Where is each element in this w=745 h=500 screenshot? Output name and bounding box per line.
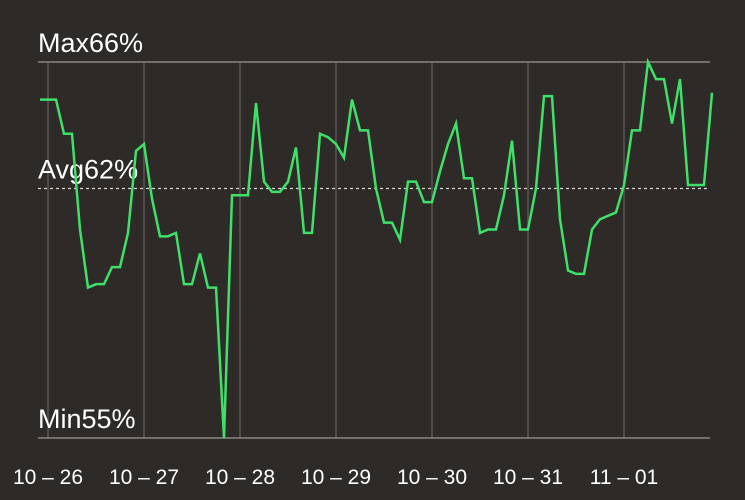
x-tick-label: 10 – 29 — [301, 466, 371, 489]
x-tick-label: 11 – 01 — [590, 466, 659, 489]
x-tick-label: 10 – 31 — [493, 466, 563, 489]
y-tick-label: Max66% — [38, 28, 143, 58]
data-line — [40, 57, 714, 439]
average-label: Avg62% — [38, 154, 138, 184]
y-tick-label: Min55% — [38, 404, 136, 434]
x-tick-label: 10 – 27 — [109, 466, 179, 489]
x-tick-label: 10 – 28 — [205, 466, 275, 489]
x-tick-label: 10 – 26 — [13, 466, 83, 489]
x-tick-label: 10 – 30 — [397, 466, 467, 489]
